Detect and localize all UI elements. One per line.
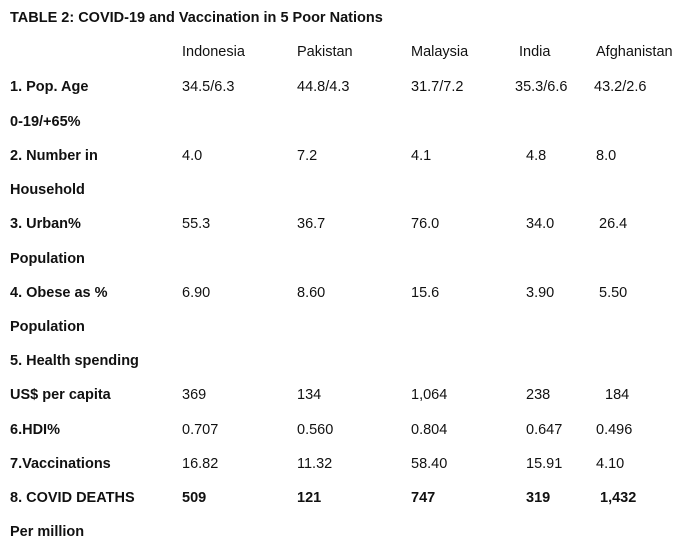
table-cell: 0.804 [411, 422, 448, 438]
table-cell: 8.0 [596, 148, 617, 164]
row-label-pop-age: 1. Pop. Age [10, 79, 89, 95]
table-cell: 319 [526, 490, 551, 506]
row-label-urban: 3. Urban% [10, 216, 81, 232]
row-label-obese: 4. Obese as % [10, 285, 108, 301]
table-cell: 1,064 [411, 387, 448, 403]
table-cell: 1,432 [600, 490, 637, 506]
table-cell: 15.91 [526, 456, 563, 472]
table-cell: 4.10 [596, 456, 625, 472]
table-cell: 34.0 [526, 216, 555, 232]
table-cell: 34.5/6.3 [182, 79, 235, 95]
row-label-covid-deaths: 8. COVID DEATHS [10, 490, 135, 506]
row-label-household-sub: Household [10, 182, 85, 198]
table-cell: 121 [297, 490, 322, 506]
table-cell: 0.707 [182, 422, 219, 438]
table-cell: 4.8 [526, 148, 547, 164]
table-cell: 238 [526, 387, 551, 403]
table-cell: 4.0 [182, 148, 203, 164]
table-cell: 16.82 [182, 456, 219, 472]
row-label-covid-deaths-sub: Per million [10, 524, 85, 540]
row-label-health-spending: 5. Health spending [10, 353, 139, 369]
table-cell: 5.50 [599, 285, 628, 301]
row-label-health-spending-sub: US$ per capita [10, 387, 111, 403]
row-label-vaccinations: 7.Vaccinations [10, 456, 111, 472]
table-cell: 36.7 [297, 216, 326, 232]
table-cell: 6.90 [182, 285, 211, 301]
column-header-malaysia: Malaysia [411, 44, 469, 60]
table-cell: 0.647 [526, 422, 563, 438]
table-cell: 3.90 [526, 285, 555, 301]
table-title: TABLE 2: COVID-19 and Vaccination in 5 P… [10, 10, 383, 26]
table-cell: 184 [605, 387, 630, 403]
column-header-india: India [519, 44, 551, 60]
table-cell: 134 [297, 387, 322, 403]
row-label-household: 2. Number in [10, 148, 98, 164]
table-cell: 26.4 [599, 216, 628, 232]
table-cell: 43.2/2.6 [594, 79, 647, 95]
row-label-pop-age-sub: 0-19/+65% [10, 114, 81, 130]
table-cell: 11.32 [297, 456, 333, 472]
table-cell: 509 [182, 490, 207, 506]
row-label-hdi: 6.HDI% [10, 422, 60, 438]
row-label-urban-sub: Population [10, 251, 85, 267]
table-cell: 44.8/4.3 [297, 79, 350, 95]
column-header-afghanistan: Afghanistan [596, 44, 673, 60]
table-cell: 8.60 [297, 285, 326, 301]
column-header-pakistan: Pakistan [297, 44, 353, 60]
table-cell: 0.496 [596, 422, 633, 438]
table-cell: 76.0 [411, 216, 440, 232]
row-label-obese-sub: Population [10, 319, 85, 335]
table-cell: 58.40 [411, 456, 448, 472]
table-cell: 4.1 [411, 148, 432, 164]
table-cell: 31.7/7.2 [411, 79, 464, 95]
table-cell: 747 [411, 490, 436, 506]
table-cell: 369 [182, 387, 207, 403]
table-cell: 7.2 [297, 148, 318, 164]
table-cell: 55.3 [182, 216, 211, 232]
column-header-indonesia: Indonesia [182, 44, 245, 60]
table-cell: 15.6 [411, 285, 440, 301]
table-cell: 0.560 [297, 422, 334, 438]
table-cell: 35.3/6.6 [515, 79, 568, 95]
